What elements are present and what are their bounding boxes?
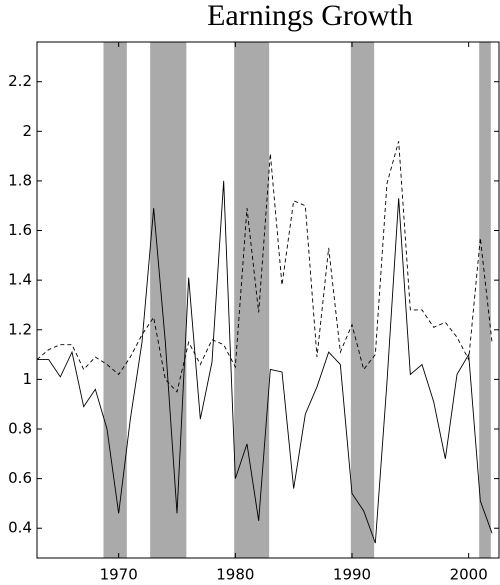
recession-band (350, 42, 375, 558)
series-line (37, 180, 493, 544)
y-tick-label: 0.4 (8, 519, 32, 537)
y-tick-label: 2.2 (8, 72, 32, 90)
recession-band (103, 42, 127, 558)
x-tick-label: 1970 (100, 566, 138, 584)
chart-title: Earnings Growth (207, 0, 413, 32)
y-tick-label: 1.8 (8, 171, 32, 189)
recession-band (479, 42, 491, 558)
y-tick-label: 1.4 (8, 271, 32, 289)
y-tick-label: 1.6 (8, 221, 32, 239)
plot-frame (36, 41, 500, 559)
series-line (36, 141, 493, 393)
recession-band (150, 42, 187, 558)
x-tick-label: 1980 (216, 566, 254, 584)
y-tick-label: 0.6 (8, 469, 32, 487)
y-tick-label: 1 (22, 370, 32, 388)
x-tick-label: 2000 (450, 566, 488, 584)
x-tick-label: 1990 (333, 566, 371, 584)
y-tick-label: 1.2 (8, 320, 32, 338)
y-tick-label: 2 (22, 122, 32, 140)
recession-band (234, 42, 270, 558)
y-tick-label: 0.8 (8, 420, 32, 438)
